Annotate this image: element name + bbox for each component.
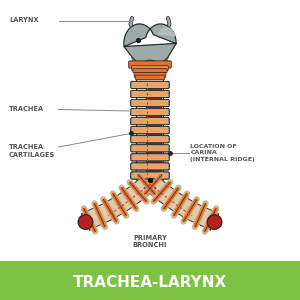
Text: TRACHEA
CARTILAGES: TRACHEA CARTILAGES [9, 144, 55, 158]
FancyBboxPatch shape [132, 146, 168, 150]
Text: PRIMARY
BRONCHI: PRIMARY BRONCHI [133, 235, 167, 248]
FancyBboxPatch shape [132, 66, 168, 70]
Circle shape [207, 215, 222, 229]
FancyBboxPatch shape [131, 109, 169, 116]
FancyBboxPatch shape [131, 99, 169, 106]
FancyBboxPatch shape [131, 118, 169, 125]
FancyBboxPatch shape [0, 261, 300, 300]
FancyBboxPatch shape [131, 81, 169, 88]
Text: TRACHEA-LARYNX: TRACHEA-LARYNX [73, 275, 227, 290]
FancyBboxPatch shape [132, 119, 168, 123]
FancyBboxPatch shape [132, 92, 168, 96]
FancyBboxPatch shape [146, 87, 161, 176]
FancyBboxPatch shape [129, 61, 171, 68]
FancyBboxPatch shape [132, 101, 168, 105]
FancyBboxPatch shape [135, 75, 165, 80]
Polygon shape [82, 175, 156, 230]
Polygon shape [124, 24, 176, 63]
Circle shape [78, 215, 93, 229]
Text: TRACHEA: TRACHEA [9, 106, 44, 112]
Text: LOCATION OF
CARINA
(INTERNAL RIDGE): LOCATION OF CARINA (INTERNAL RIDGE) [190, 144, 255, 162]
FancyBboxPatch shape [131, 154, 169, 161]
FancyBboxPatch shape [131, 136, 169, 143]
Text: LARYNX: LARYNX [9, 17, 39, 23]
FancyBboxPatch shape [131, 90, 169, 98]
FancyBboxPatch shape [131, 172, 169, 179]
Polygon shape [144, 175, 218, 230]
FancyBboxPatch shape [136, 78, 164, 184]
FancyBboxPatch shape [132, 164, 168, 169]
FancyBboxPatch shape [132, 83, 168, 87]
FancyBboxPatch shape [132, 110, 168, 114]
FancyBboxPatch shape [131, 145, 169, 152]
FancyBboxPatch shape [133, 68, 167, 73]
FancyBboxPatch shape [132, 137, 168, 141]
FancyBboxPatch shape [132, 155, 168, 160]
FancyBboxPatch shape [132, 173, 168, 178]
FancyBboxPatch shape [131, 127, 169, 134]
FancyBboxPatch shape [131, 163, 169, 170]
Polygon shape [158, 28, 175, 36]
FancyBboxPatch shape [132, 128, 168, 132]
FancyBboxPatch shape [134, 73, 166, 77]
FancyBboxPatch shape [136, 67, 164, 74]
